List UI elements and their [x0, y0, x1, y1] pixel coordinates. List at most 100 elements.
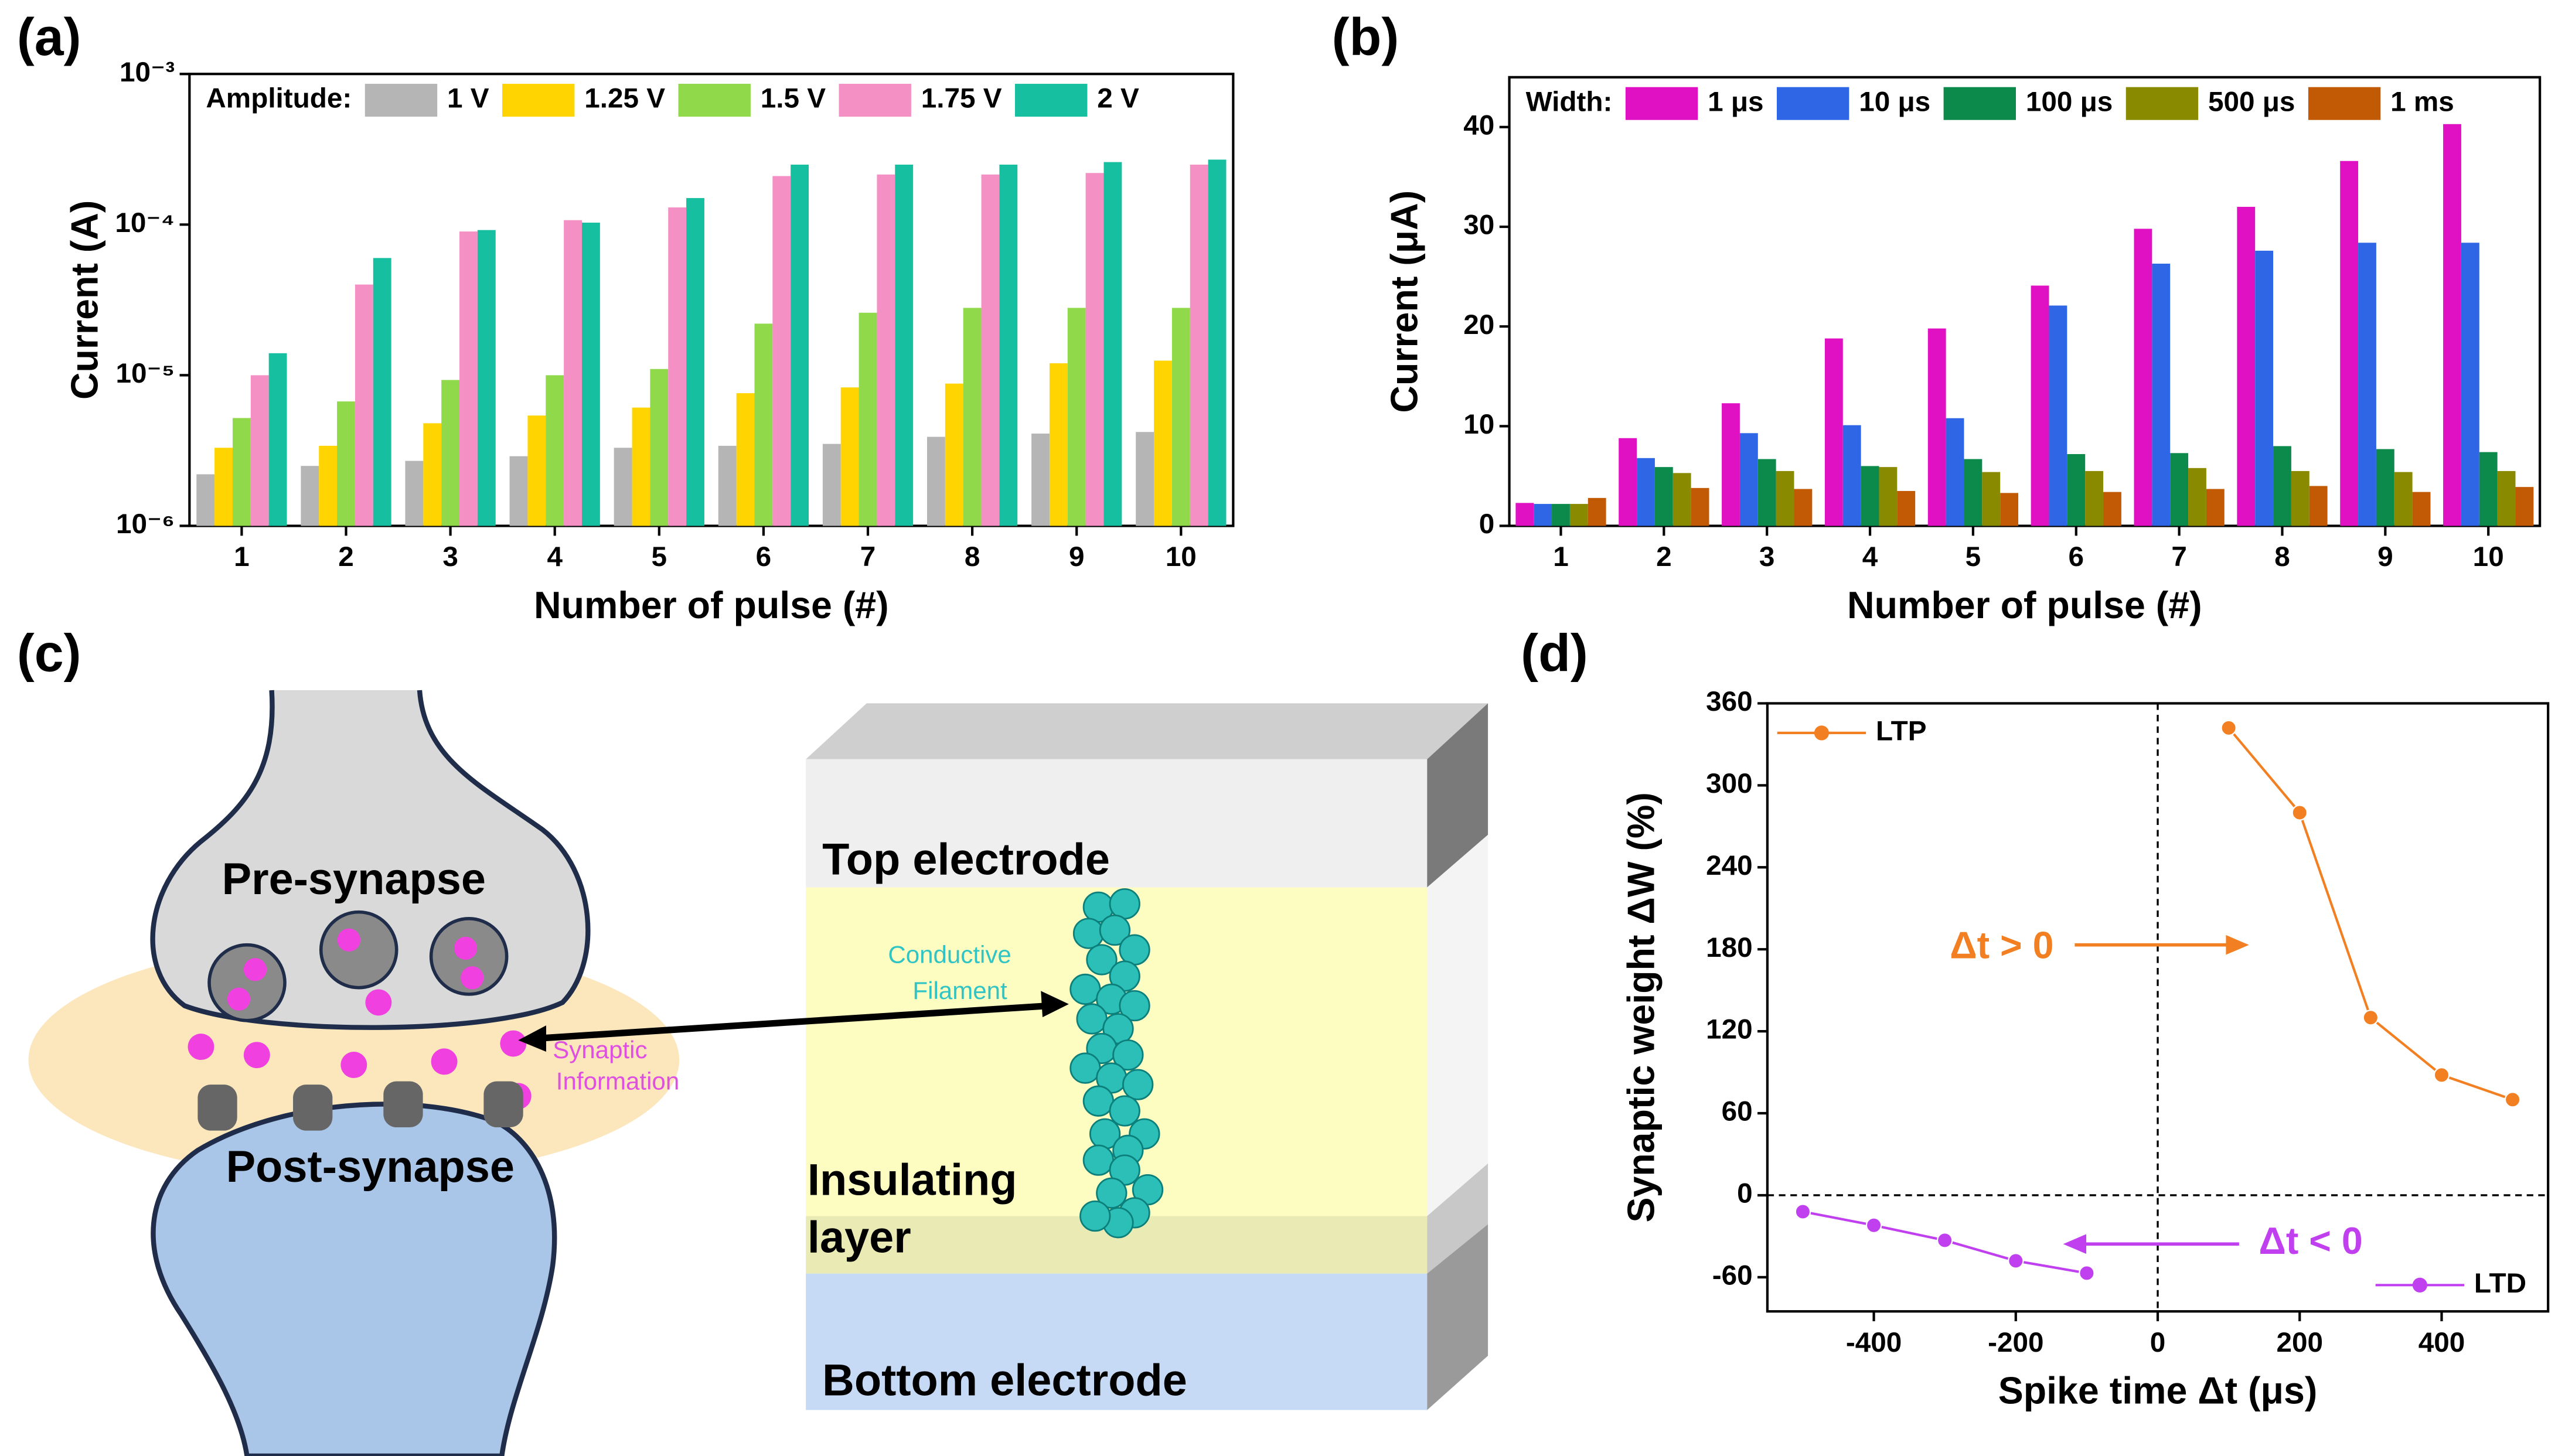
- x-axis-title: Number of pulse (#): [534, 584, 889, 626]
- panel-label: (b): [1332, 8, 1399, 67]
- bar: [877, 174, 895, 526]
- bar: [581, 223, 600, 526]
- bar: [1534, 504, 1552, 526]
- bar: [2291, 470, 2309, 526]
- x-tick-label: 1: [234, 541, 250, 572]
- legend-title: Amplitude:: [206, 83, 352, 114]
- bar: [564, 220, 582, 526]
- y-tick-label: -60: [1712, 1260, 1753, 1291]
- bar: [981, 174, 1000, 526]
- synaptic-label: Synaptic: [553, 1036, 647, 1063]
- bar: [632, 407, 650, 526]
- vesicle: [207, 943, 287, 1022]
- annotation-arrowhead: [2226, 935, 2249, 955]
- bar: [214, 448, 233, 526]
- bar: [945, 383, 963, 526]
- x-tick-label: 8: [2274, 541, 2290, 572]
- x-tick-label: 4: [1862, 541, 1878, 572]
- bar: [2170, 453, 2189, 526]
- bar: [405, 461, 424, 526]
- legend-swatch: [1943, 87, 2016, 120]
- bar: [1897, 490, 1916, 526]
- y-tick-label: 300: [1706, 768, 1753, 799]
- panel-label: (c): [17, 625, 81, 683]
- bar: [926, 437, 945, 526]
- receptors: [197, 1081, 523, 1131]
- bar: [1861, 466, 1879, 526]
- point: [2504, 1091, 2521, 1108]
- x-tick-label: 8: [965, 541, 980, 572]
- legend-swatch: [1015, 84, 1088, 117]
- bar: [2479, 452, 2498, 526]
- bar: [1794, 489, 1813, 526]
- legend-label: 1 ms: [2390, 86, 2454, 117]
- synaptic-label: Information: [556, 1067, 679, 1094]
- point: [1865, 1217, 1882, 1234]
- bar: [1154, 360, 1172, 526]
- x-tick-label: 2: [1656, 541, 1672, 572]
- bar: [459, 231, 478, 526]
- bar: [2049, 305, 2067, 526]
- bar: [232, 418, 251, 526]
- filament-ball: [1109, 1095, 1140, 1127]
- legend-swatch: [2308, 87, 2381, 120]
- legend-label: 500 μs: [2208, 86, 2295, 117]
- x-tick-label: 1: [1553, 541, 1569, 572]
- bar: [2188, 468, 2206, 526]
- y-tick-label: 30: [1463, 210, 1494, 241]
- bar: [2237, 207, 2256, 526]
- bar: [1842, 425, 1861, 526]
- y-tick-label: 240: [1706, 850, 1753, 881]
- post-label: Post-synapse: [226, 1142, 515, 1192]
- filament-ball: [1122, 1069, 1154, 1100]
- bar: [2134, 229, 2152, 526]
- bar: [1654, 467, 1673, 526]
- filament-ball: [1069, 1052, 1101, 1084]
- bar: [2067, 454, 2086, 526]
- top-electrode: [806, 759, 1428, 888]
- y-axis-title: Current (μA): [1384, 190, 1426, 413]
- legend-swatch: [2125, 87, 2199, 120]
- y-axis-title: Synaptic weight ΔW (%): [1620, 792, 1663, 1222]
- y-tick-label: 10⁻⁵: [116, 358, 175, 389]
- bar: [1085, 173, 1104, 526]
- legend-label: 100 μs: [2026, 86, 2113, 117]
- filament-ball: [1086, 944, 1118, 976]
- x-tick-label: 7: [860, 541, 876, 572]
- bar: [1739, 433, 1758, 526]
- x-axis-title: Number of pulse (#): [1847, 584, 2202, 626]
- x-tick-label: 400: [2418, 1327, 2465, 1358]
- bar: [2394, 472, 2413, 526]
- filament-ball: [1109, 888, 1140, 920]
- bar: [423, 423, 442, 526]
- bar: [1964, 459, 1982, 526]
- bar: [1031, 433, 1050, 526]
- x-tick-label: 5: [652, 541, 667, 572]
- bar: [895, 165, 914, 526]
- y-tick-label: 0: [1737, 1178, 1753, 1209]
- bar: [650, 369, 669, 526]
- bar: [301, 466, 319, 526]
- legend-swatch: [502, 84, 575, 117]
- bar: [1515, 503, 1534, 526]
- bar: [2461, 243, 2479, 526]
- plot-frame: [1508, 76, 2542, 527]
- bar: [373, 258, 391, 526]
- bar: [2031, 285, 2049, 526]
- legend-swatch: [1625, 87, 1698, 120]
- bar: [754, 323, 773, 526]
- bar: [2085, 470, 2104, 526]
- side: [1427, 1224, 1488, 1410]
- insulating-label: Insulating: [808, 1155, 1017, 1205]
- bar: [1619, 438, 1637, 526]
- legend-swatch: [365, 84, 438, 117]
- x-tick-label: 3: [1759, 541, 1775, 572]
- bar: [1588, 497, 1606, 526]
- bar: [718, 445, 737, 526]
- bar: [250, 375, 269, 526]
- point: [2433, 1066, 2450, 1083]
- bar: [840, 387, 859, 526]
- y-tick-label: 40: [1463, 110, 1494, 141]
- bar: [1171, 308, 1190, 526]
- bar: [337, 401, 355, 526]
